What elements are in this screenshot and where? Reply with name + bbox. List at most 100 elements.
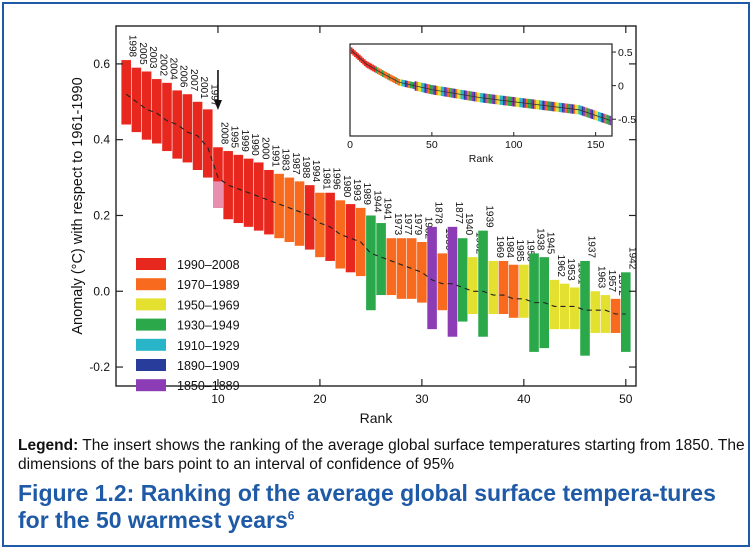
- bar-year-label: 1878: [433, 202, 444, 225]
- figure-caption: Figure 1.2: Ranking of the average globa…: [18, 480, 743, 534]
- bar-year-label: 2006: [178, 65, 189, 88]
- legend-label: 1850–1889: [177, 379, 240, 393]
- bar: [274, 173, 284, 239]
- legend-label: 1930–1949: [177, 319, 240, 333]
- legend-swatch: [136, 298, 166, 311]
- bar: [590, 291, 601, 333]
- bar-year-label: 1941: [382, 198, 393, 221]
- legend-label: 1970–1989: [177, 278, 240, 292]
- bar: [315, 192, 325, 258]
- legend-note: Legend: The insert shows the ranking of …: [18, 436, 746, 474]
- bar: [294, 181, 305, 246]
- bar: [610, 298, 621, 333]
- bar-year-label: 2000: [259, 137, 270, 160]
- legend-swatch: [136, 359, 166, 371]
- bar-year-label: 1962: [555, 255, 566, 278]
- bar-year-label: 1980: [341, 175, 352, 198]
- bar-year-label: 1994: [310, 160, 321, 183]
- bar-year-label: 1985: [514, 239, 525, 262]
- legend-swatch: [136, 338, 166, 351]
- x-tick-label: 30: [415, 392, 429, 406]
- bar-year-label: 1958: [524, 239, 535, 262]
- x-tick-label: 50: [619, 392, 633, 406]
- bar: [182, 94, 193, 163]
- legend-swatch: [136, 379, 166, 392]
- bar-year-label: 1953: [565, 258, 576, 281]
- bar: [417, 242, 427, 303]
- bar: [223, 151, 233, 220]
- legend-swatch: [136, 318, 166, 331]
- bar: [264, 170, 274, 235]
- bar: [600, 295, 611, 333]
- inset-x-axis-label: Rank: [469, 153, 494, 165]
- bar: [498, 260, 509, 314]
- bar-year-label: 1963: [596, 266, 607, 289]
- inset-y-tick-label: 0.5: [618, 47, 633, 59]
- bar: [549, 279, 560, 330]
- legend-label: 1910–1929: [177, 339, 240, 353]
- bar-year-label: 1944: [371, 190, 382, 213]
- inset-x-tick-label: 150: [587, 139, 605, 151]
- bar: [478, 230, 488, 337]
- bar: [121, 60, 131, 125]
- chart: 1998 2005 2003 2002 2004 2006 2007 2001 1997 2008…: [70, 25, 637, 426]
- bar-year-label: 2001: [198, 77, 209, 100]
- y-axis-label: Anomaly (°C) with respect to 1961-1990: [70, 77, 86, 334]
- bar: [427, 226, 437, 330]
- bar-year-label: 1977: [402, 213, 413, 236]
- y-tick-label: 0.4: [93, 133, 110, 147]
- legend-label: 1950–1969: [177, 298, 240, 312]
- bar: [621, 272, 631, 352]
- bar-year-label: 1877: [453, 202, 464, 225]
- inset-plot-area: [349, 43, 613, 137]
- bar: [376, 223, 386, 296]
- bar: [345, 204, 356, 273]
- bar-year-label: 1973: [392, 213, 403, 236]
- inset-y-tick-label: -0.5: [618, 114, 636, 126]
- inset-y-tick-label: 0: [618, 81, 624, 93]
- bar-year-label: 1989: [361, 183, 372, 206]
- bar-year-label: 2003: [147, 46, 158, 69]
- y-tick-label: 0.0: [93, 284, 110, 298]
- bar-year-label: 1945: [545, 232, 556, 255]
- bar: [519, 264, 529, 318]
- bar: [529, 253, 539, 352]
- inset-chart: 0 50 100 150 0.5 0 -0.5 Rank: [347, 43, 636, 165]
- figure-footnote-marker: 6: [287, 508, 295, 523]
- bar: [202, 109, 213, 178]
- bar: [386, 238, 397, 296]
- bar-year-label: 1991: [269, 145, 280, 168]
- bar-year-label: 1996: [331, 167, 342, 190]
- bar-year-label: 1995: [229, 126, 240, 149]
- y-tick-label: 0.6: [93, 57, 110, 71]
- inset-x-tick-label: 0: [347, 139, 353, 151]
- bar: [172, 90, 182, 159]
- bar: [508, 264, 519, 318]
- bar: [366, 215, 376, 311]
- legend-note-label: Legend:: [18, 437, 79, 454]
- inset-x-tick-label: 50: [426, 139, 438, 151]
- figure-frame: 1998 2005 2003 2002 2004 2006 2007 2001 1997 2008…: [2, 2, 750, 547]
- bar-year-label: 1979: [412, 213, 423, 236]
- y-tick-label: 0.2: [93, 208, 110, 222]
- bar: [162, 82, 172, 152]
- bar-year-label: 2005: [137, 42, 148, 65]
- inset-mean-line: [351, 50, 611, 121]
- y-tick-label: -0.2: [89, 360, 110, 374]
- bar-year-label: 1983: [280, 149, 291, 172]
- bar: [488, 260, 499, 314]
- x-tick-label: 20: [313, 392, 327, 406]
- bar: [141, 71, 152, 140]
- arrow-head: [213, 100, 222, 110]
- bar: [437, 253, 448, 311]
- bar: [335, 200, 346, 269]
- bar-year-label: 1938: [535, 228, 546, 251]
- bar-year-label: 2008: [218, 122, 229, 145]
- bar-year-label: 1998: [127, 35, 138, 58]
- x-tick-label: 40: [517, 392, 531, 406]
- bar: [253, 162, 264, 231]
- bar: [580, 260, 590, 356]
- bar-year-label: 1999: [239, 130, 250, 153]
- bar: [396, 238, 407, 299]
- mean-line: [125, 93, 626, 315]
